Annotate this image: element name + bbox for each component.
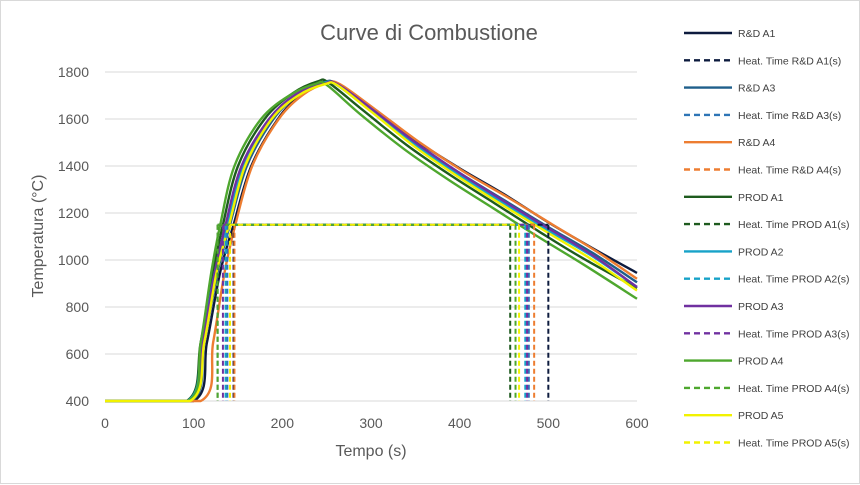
legend-item-heat-time-r-d-a4-s: Heat. Time R&D A4(s): [684, 165, 841, 177]
series-line-prod-a2: [105, 80, 638, 403]
x-tick-0: 0: [101, 415, 109, 431]
legend-item-heat-time-prod-a4-s: Heat. Time PROD A4(s): [684, 383, 849, 395]
heat-time-heat-time-r-d-a3-s: [226, 223, 530, 401]
y-tick-labels: 400 600 800 1000 1200 1400 1600 1800: [58, 64, 89, 409]
legend-label-heat-time-r-d-a4-s: Heat. Time R&D A4(s): [738, 165, 841, 177]
legend-label-heat-time-prod-a3-s: Heat. Time PROD A3(s): [738, 328, 849, 340]
heat-time-heat-time-prod-a1-s: [216, 223, 512, 401]
heat-time-heat-time-r-d-a4-s: [233, 223, 536, 401]
x-tick-400: 400: [448, 415, 472, 431]
plot-area: [105, 78, 638, 403]
legend-label-prod-a2: PROD A2: [738, 246, 784, 258]
chart-title: Curve di Combustione: [320, 20, 538, 45]
heat-time-heat-time-prod-a3-s: [221, 223, 529, 401]
legend-label-r-d-a3: R&D A3: [738, 83, 776, 95]
legend-item-r-d-a4: R&D A4: [684, 137, 776, 149]
y-tick-1000: 1000: [58, 252, 89, 268]
x-tick-300: 300: [359, 415, 383, 431]
legend-label-heat-time-prod-a2-s: Heat. Time PROD A2(s): [738, 274, 849, 286]
legend-item-r-d-a1: R&D A1: [684, 28, 776, 40]
y-tick-1400: 1400: [58, 158, 89, 174]
heat-time-heat-time-prod-a2-s: [224, 223, 527, 401]
legend-label-heat-time-prod-a5-s: Heat. Time PROD A5(s): [738, 438, 849, 450]
legend-item-heat-time-prod-a5-s: Heat. Time PROD A5(s): [684, 438, 849, 450]
series-line-r-d-a3: [105, 79, 638, 403]
x-tick-500: 500: [537, 415, 561, 431]
legend-item-r-d-a3: R&D A3: [684, 83, 776, 95]
x-tick-200: 200: [271, 415, 295, 431]
legend-item-heat-time-r-d-a1-s: Heat. Time R&D A1(s): [684, 55, 841, 67]
x-tick-labels: 0 100 200 300 400 500 600: [101, 415, 649, 431]
legend-label-prod-a3: PROD A3: [738, 301, 784, 313]
heat-time-heat-time-r-d-a1-s: [232, 223, 550, 401]
legend-label-heat-time-prod-a1-s: Heat. Time PROD A1(s): [738, 219, 849, 231]
series-line-prod-a1: [105, 78, 638, 403]
y-axis-label: Temperatura (°C): [30, 175, 47, 298]
heat-time-heat-time-prod-a5-s: [229, 223, 521, 401]
legend-item-prod-a4: PROD A4: [684, 356, 784, 368]
series-line-prod-a4: [105, 80, 638, 403]
legend-item-prod-a1: PROD A1: [684, 192, 784, 204]
legend-label-heat-time-r-d-a1-s: Heat. Time R&D A1(s): [738, 55, 841, 67]
heat-time-heat-time-prod-a4-s: [216, 223, 517, 401]
legend: R&D A1 Heat. Time R&D A1(s) R&D A3 Heat. Ti…: [684, 28, 849, 450]
y-tick-800: 800: [66, 299, 90, 315]
x-tick-100: 100: [182, 415, 206, 431]
x-tick-600: 600: [625, 415, 649, 431]
series-line-r-d-a4: [105, 80, 638, 403]
legend-label-r-d-a1: R&D A1: [738, 28, 776, 40]
legend-item-prod-a3: PROD A3: [684, 301, 784, 313]
y-tick-600: 600: [66, 346, 90, 362]
y-tick-1600: 1600: [58, 111, 89, 127]
legend-item-heat-time-prod-a3-s: Heat. Time PROD A3(s): [684, 328, 849, 340]
y-tick-1800: 1800: [58, 64, 89, 80]
x-axis-label: Tempo (s): [335, 443, 406, 460]
legend-label-r-d-a4: R&D A4: [738, 137, 776, 149]
gridlines: [105, 71, 637, 402]
series-line-r-d-a1: [105, 79, 638, 403]
legend-item-prod-a5: PROD A5: [684, 410, 784, 422]
legend-label-prod-a1: PROD A1: [738, 192, 784, 204]
legend-label-prod-a4: PROD A4: [738, 356, 784, 368]
legend-item-heat-time-prod-a2-s: Heat. Time PROD A2(s): [684, 274, 849, 286]
legend-item-heat-time-prod-a1-s: Heat. Time PROD A1(s): [684, 219, 849, 231]
legend-label-heat-time-prod-a4-s: Heat. Time PROD A4(s): [738, 383, 849, 395]
legend-label-prod-a5: PROD A5: [738, 410, 784, 422]
y-tick-400: 400: [66, 393, 90, 409]
legend-item-prod-a2: PROD A2: [684, 246, 784, 258]
series-line-prod-a3: [105, 80, 638, 403]
series-line-prod-a5: [105, 81, 638, 403]
legend-item-heat-time-r-d-a3-s: Heat. Time R&D A3(s): [684, 110, 841, 122]
legend-label-heat-time-r-d-a3-s: Heat. Time R&D A3(s): [738, 110, 841, 122]
y-tick-1200: 1200: [58, 205, 89, 221]
